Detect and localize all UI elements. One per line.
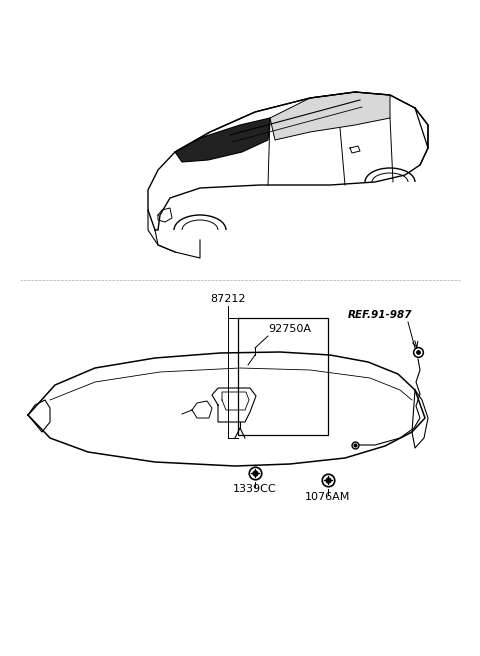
Polygon shape	[175, 118, 270, 162]
Text: 1076AM: 1076AM	[305, 492, 351, 502]
Text: 92750A: 92750A	[268, 324, 311, 334]
Text: REF.91-987: REF.91-987	[348, 310, 412, 320]
Text: 1339CC: 1339CC	[233, 484, 277, 494]
Text: 87212: 87212	[210, 294, 246, 304]
Polygon shape	[270, 92, 390, 140]
